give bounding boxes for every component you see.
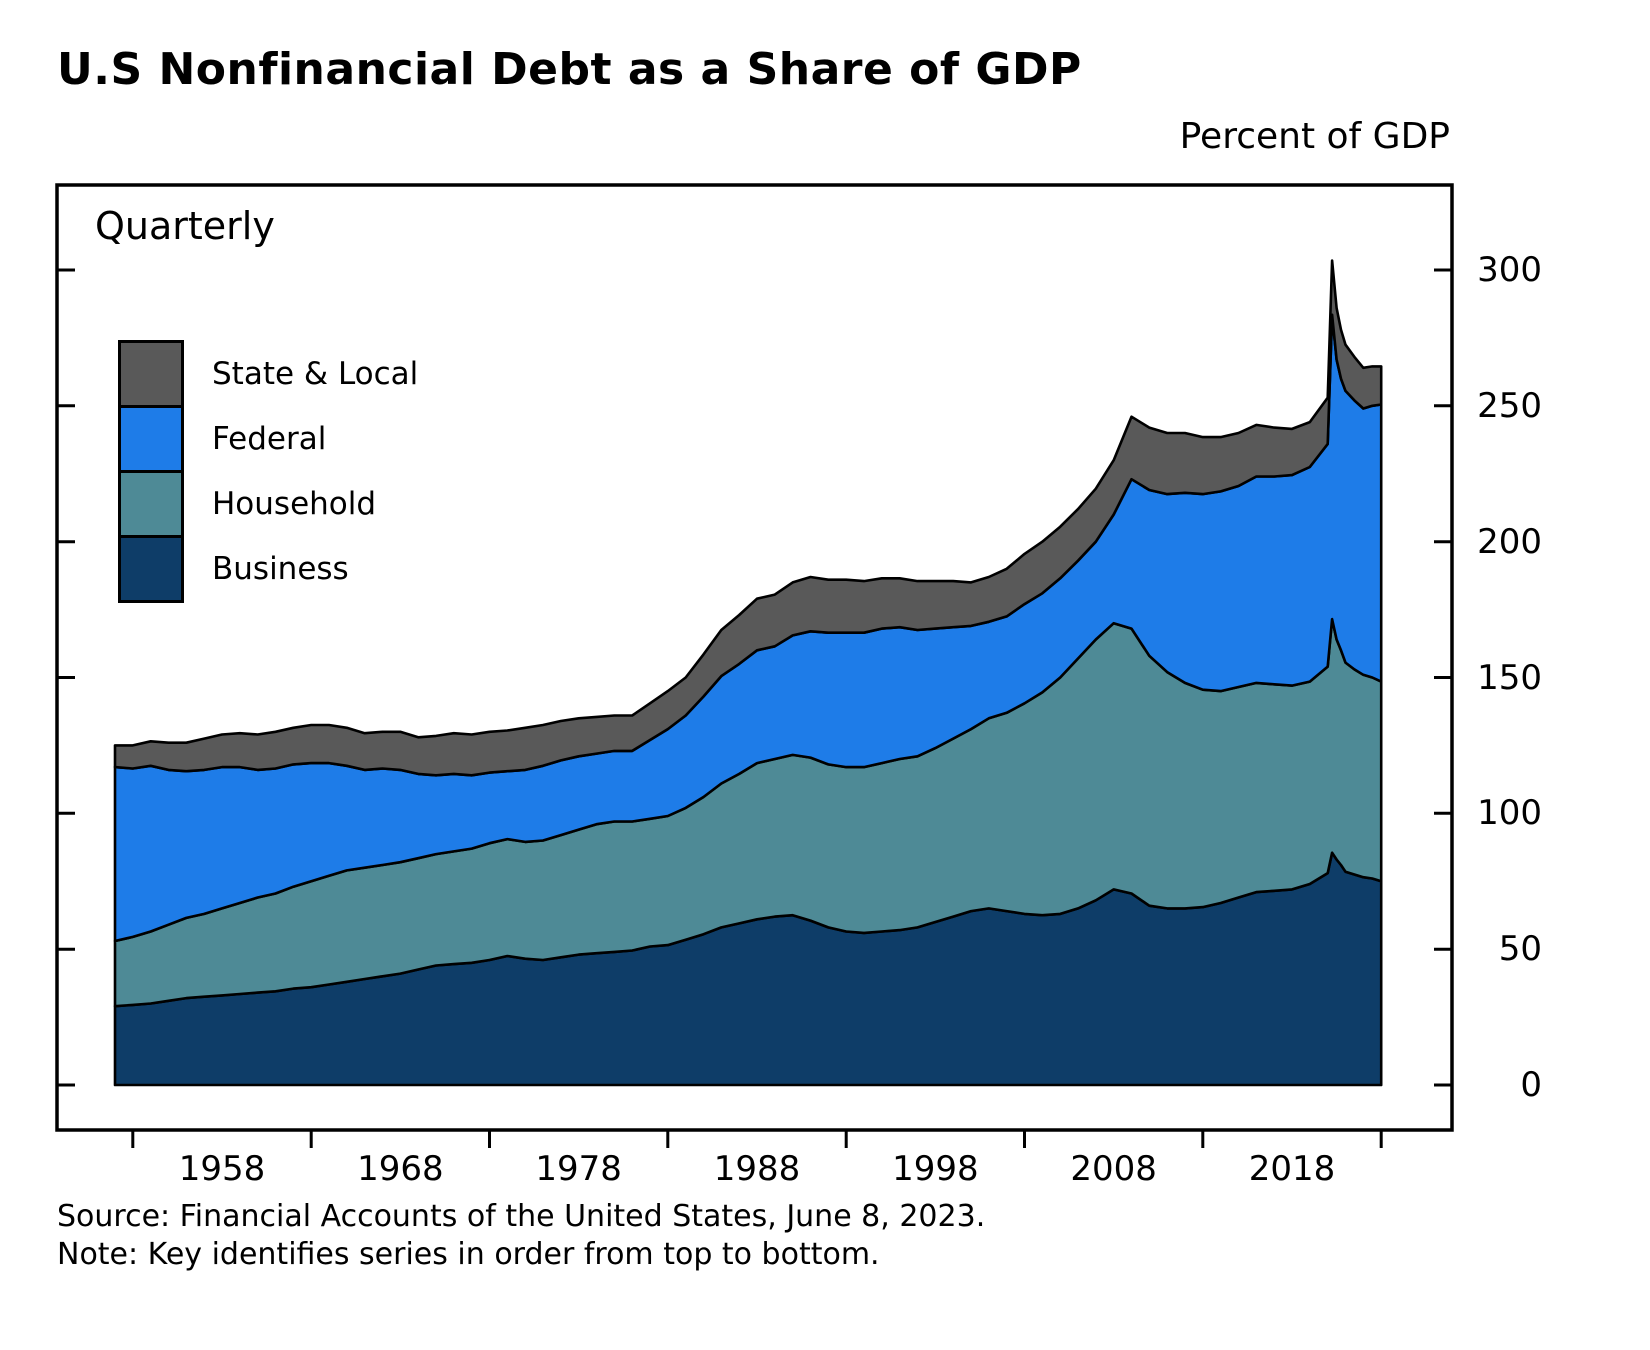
legend-label-household: Household [212, 486, 377, 522]
legend-label-federal: Federal [212, 421, 327, 457]
legend-swatch-household [118, 470, 184, 538]
y-tick-label-300: 300 [1477, 250, 1542, 290]
legend-item-federal: Federal [118, 405, 418, 473]
x-tick-label-1968: 1968 [357, 1149, 444, 1189]
legend-label-state-local: State & Local [212, 356, 419, 392]
legend-swatch-state-local [118, 340, 184, 408]
y-tick-label-150: 150 [1477, 657, 1542, 698]
legend-swatch-federal [118, 405, 184, 473]
x-tick-label-2018: 2018 [1248, 1149, 1336, 1189]
legend-item-household: Household [118, 470, 418, 538]
source-note: Source: Financial Accounts of the United… [57, 1199, 986, 1234]
x-tick-label-1998: 1998 [892, 1149, 979, 1189]
frequency-label: Quarterly [95, 204, 275, 248]
page-title: U.S Nonfinancial Debt as a Share of GDP [57, 44, 1082, 95]
area-band-state-local [113, 259, 1383, 777]
y-tick-label-250: 250 [1477, 385, 1542, 426]
legend-item-state-local: State & Local [118, 340, 418, 408]
legend-item-business: Business [118, 535, 418, 603]
y-axis-unit-label: Percent of GDP [1179, 116, 1450, 157]
y-tick-label-50: 50 [1498, 929, 1542, 970]
x-tick-label-2008: 2008 [1070, 1149, 1157, 1189]
y-tick-label-0: 0 [1520, 1065, 1542, 1105]
x-tick-label-1978: 1978 [535, 1149, 622, 1189]
legend: State & Local Federal Household Business [118, 340, 418, 603]
legend-label-business: Business [212, 551, 349, 587]
y-tick-label-100: 100 [1477, 793, 1542, 834]
key-note: Note: Key identifies series in order fro… [57, 1237, 880, 1272]
y-tick-label-200: 200 [1477, 521, 1542, 562]
x-tick-label-1958: 1958 [178, 1149, 266, 1189]
plot-border [55, 183, 1454, 1132]
x-tick-label-1988: 1988 [713, 1149, 801, 1189]
legend-swatch-business [118, 535, 184, 603]
